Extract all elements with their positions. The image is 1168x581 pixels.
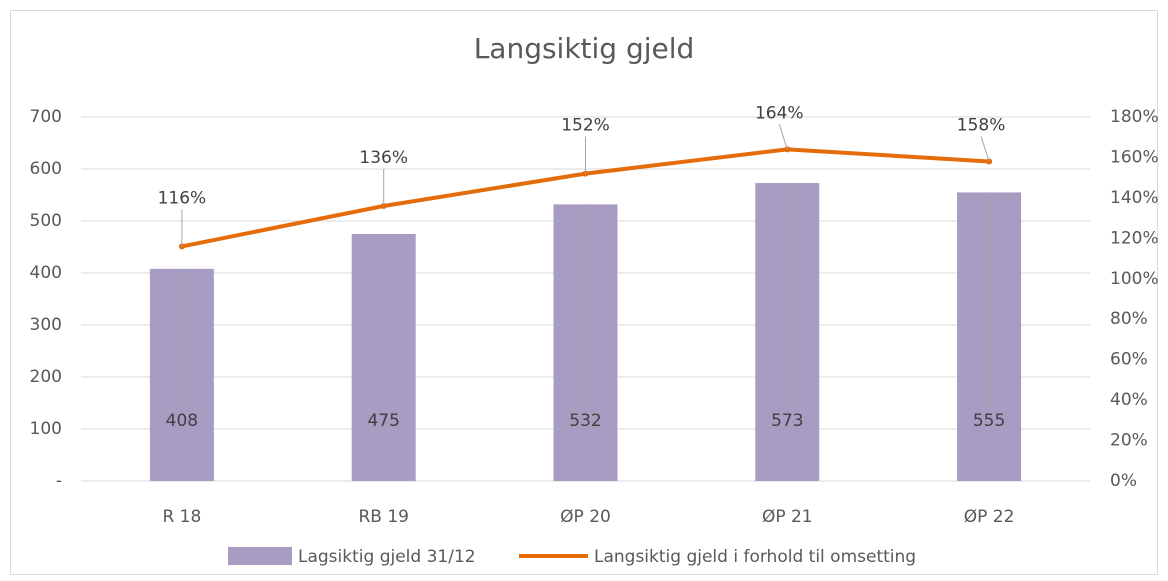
y-tick-label: 300	[30, 315, 62, 335]
bar-value-label: 555	[973, 411, 1005, 431]
bar-value-label: 532	[569, 411, 601, 431]
y-tick-label: 200	[30, 367, 62, 387]
line-value-label: 116%	[158, 188, 207, 208]
y2-tick-label: 100%	[1110, 269, 1159, 289]
line-value-label: 164%	[755, 103, 804, 123]
chart-title: Langsiktig gjeld	[474, 32, 695, 65]
bar-value-label: 408	[166, 411, 198, 431]
y2-tick-label: 80%	[1110, 309, 1148, 329]
x-tick-label: ØP 22	[964, 507, 1015, 527]
x-tick-label: ØP 20	[560, 507, 611, 527]
y2-tick-label: 40%	[1110, 390, 1148, 410]
x-tick-label: RB 19	[358, 507, 409, 527]
y-tick-label: -	[56, 471, 62, 491]
y2-tick-label: 20%	[1110, 431, 1148, 451]
line-value-label: 158%	[957, 115, 1006, 135]
y2-tick-label: 120%	[1110, 228, 1159, 248]
legend-label: Langsiktig gjeld i forhold til omsetting	[594, 547, 916, 567]
leader-line	[980, 136, 990, 162]
y2-tick-label: 180%	[1110, 107, 1159, 127]
y2-tick-label: 160%	[1110, 147, 1159, 167]
x-tick-label: ØP 21	[762, 507, 813, 527]
y2-tick-label: 60%	[1110, 350, 1148, 370]
legend-label: Lagsiktig gjeld 31/12	[298, 547, 476, 567]
y-tick-label: 600	[30, 159, 62, 179]
legend-swatch	[228, 547, 292, 565]
y-tick-label: 100	[30, 419, 62, 439]
y-tick-label: 500	[30, 211, 62, 231]
line-value-label: 152%	[561, 116, 610, 136]
bar-value-label: 475	[367, 411, 399, 431]
line-value-label: 136%	[359, 148, 408, 168]
y-tick-label: 700	[30, 107, 62, 127]
leader-line	[778, 124, 788, 150]
y2-tick-label: 0%	[1110, 471, 1137, 491]
y-tick-label: 400	[30, 263, 62, 283]
y2-tick-label: 140%	[1110, 188, 1159, 208]
bar-value-label: 573	[771, 411, 803, 431]
x-tick-label: R 18	[162, 507, 201, 527]
